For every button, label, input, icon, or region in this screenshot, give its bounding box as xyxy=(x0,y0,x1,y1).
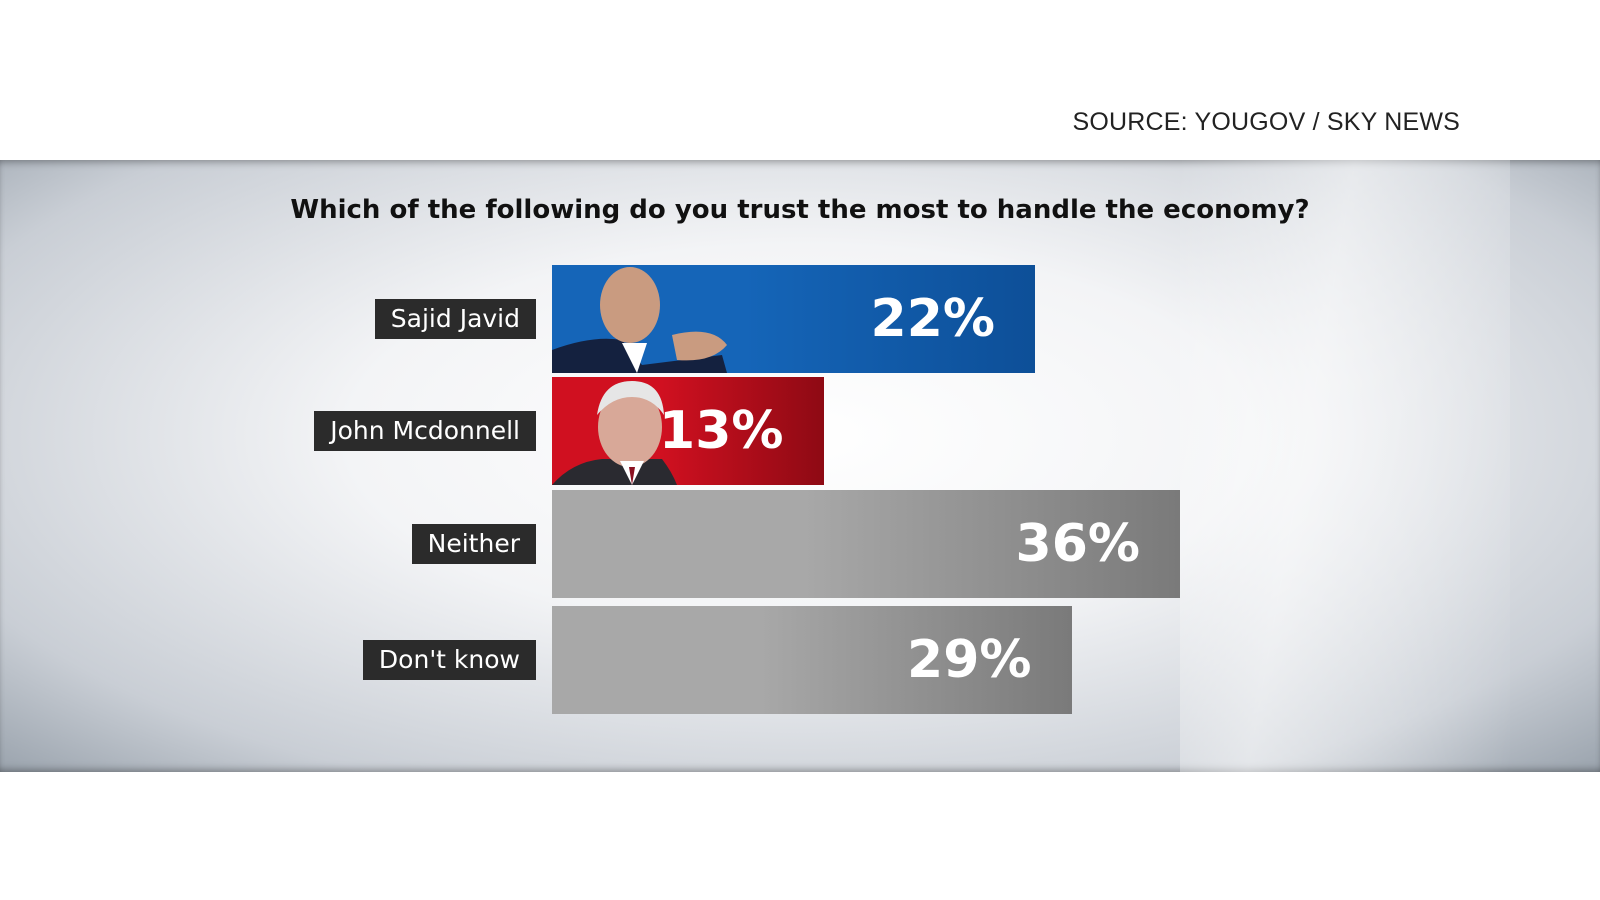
value-label: 36% xyxy=(1015,514,1140,574)
chart-title: Which of the following do you trust the … xyxy=(290,195,1310,225)
category-label: Don't know xyxy=(362,640,536,680)
politician-photo xyxy=(552,267,727,373)
category-label: Neither xyxy=(411,524,536,564)
bar: 13% xyxy=(552,377,824,485)
bar-row: Neither 36% xyxy=(0,490,1600,598)
bar: 36% xyxy=(552,490,1180,598)
category-label: Sajid Javid xyxy=(374,299,536,339)
category-label: John Mcdonnell xyxy=(314,411,536,451)
bar: 22% xyxy=(552,265,1035,373)
bar-row: Sajid Javid 22% xyxy=(0,265,1600,373)
source-caption: SOURCE: YOUGOV / SKY NEWS xyxy=(1072,108,1460,136)
value-label: 22% xyxy=(870,289,995,349)
bar-row: John Mcdonnell 13% xyxy=(0,377,1600,485)
bar-row: Don't know 29% xyxy=(0,606,1600,714)
politician-photo xyxy=(552,381,677,485)
value-label: 13% xyxy=(659,401,784,461)
value-label: 29% xyxy=(907,630,1032,690)
bar: 29% xyxy=(552,606,1072,714)
